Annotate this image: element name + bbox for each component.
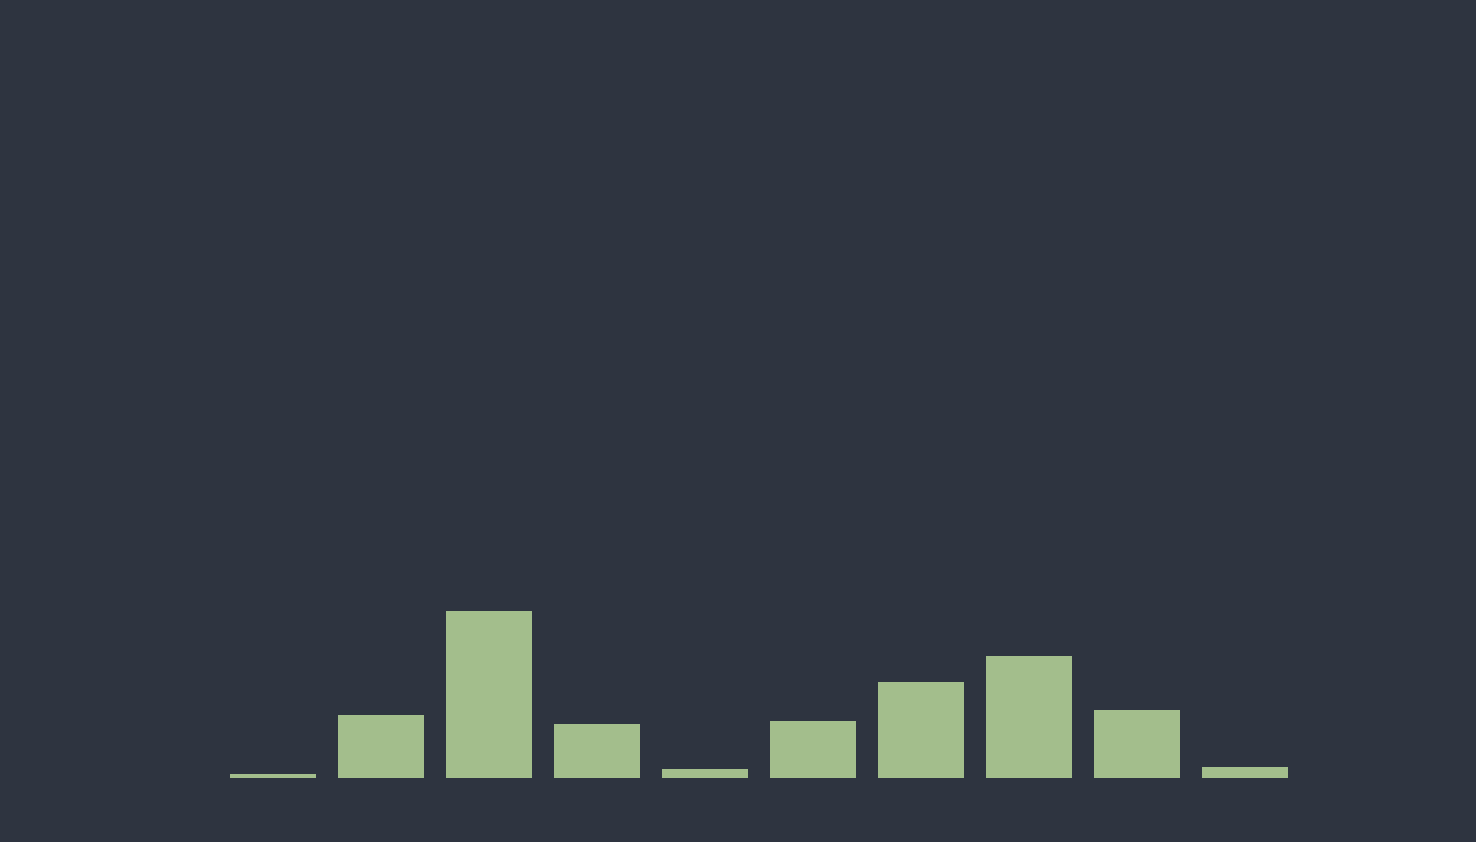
bar-8 (986, 656, 1072, 778)
bar-1 (230, 774, 316, 778)
bar-9 (1094, 710, 1180, 778)
bar-10 (1202, 767, 1288, 778)
bar-4 (554, 724, 640, 778)
bar-7 (878, 682, 964, 778)
bar-5 (662, 769, 748, 778)
bar-3 (446, 611, 532, 778)
bar-2 (338, 715, 424, 778)
bar-6 (770, 721, 856, 778)
bars-group (230, 611, 1288, 778)
